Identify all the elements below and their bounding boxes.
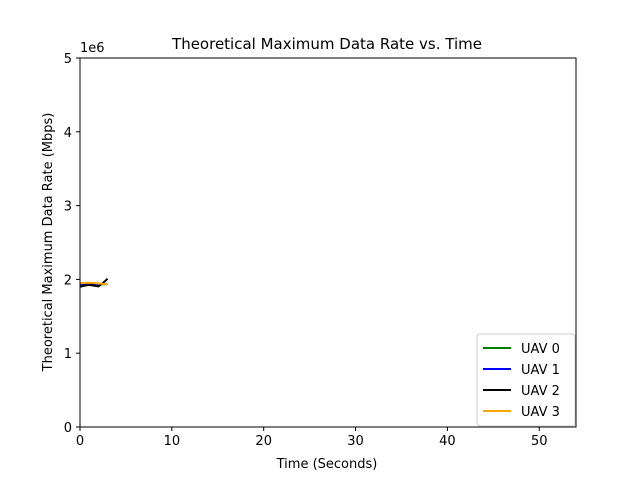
y-tick-label: 1 bbox=[64, 347, 72, 362]
series-line-uav-3 bbox=[79, 281, 108, 285]
y-tick-label: 3 bbox=[64, 200, 72, 215]
legend-box bbox=[476, 333, 576, 427]
chart-title: Theoretical Maximum Data Rate vs. Time bbox=[171, 35, 482, 53]
y-offset-label: 1e6 bbox=[80, 41, 105, 56]
y-tick-label: 2 bbox=[64, 273, 72, 288]
x-tick-label: 0 bbox=[76, 434, 84, 449]
legend-label: UAV 0 bbox=[521, 342, 560, 357]
x-tick-label: 50 bbox=[531, 434, 548, 449]
x-axis-label: Time (Seconds) bbox=[276, 457, 378, 472]
plot-area-frame bbox=[79, 57, 577, 428]
legend-label: UAV 3 bbox=[521, 405, 560, 420]
y-tick-label: 0 bbox=[64, 421, 72, 436]
x-tick-label: 30 bbox=[347, 434, 364, 449]
x-tick-label: 40 bbox=[439, 434, 456, 449]
legend: UAV 0 UAV 1 UAV 2 UAV 3 bbox=[476, 333, 576, 427]
series-layer bbox=[79, 277, 109, 288]
legend-label: UAV 1 bbox=[521, 363, 560, 378]
y-axis-label: Theoretical Maximum Data Rate (Mbps) bbox=[41, 113, 56, 373]
y-tick-label: 4 bbox=[64, 126, 72, 141]
x-tick-label: 10 bbox=[164, 434, 181, 449]
legend-label: UAV 2 bbox=[521, 384, 560, 399]
ticks-layer: 0 10 20 30 40 50 0 1 2 3 4 5 bbox=[64, 52, 548, 449]
y-tick-label: 5 bbox=[64, 52, 72, 67]
x-tick-label: 20 bbox=[255, 434, 272, 449]
